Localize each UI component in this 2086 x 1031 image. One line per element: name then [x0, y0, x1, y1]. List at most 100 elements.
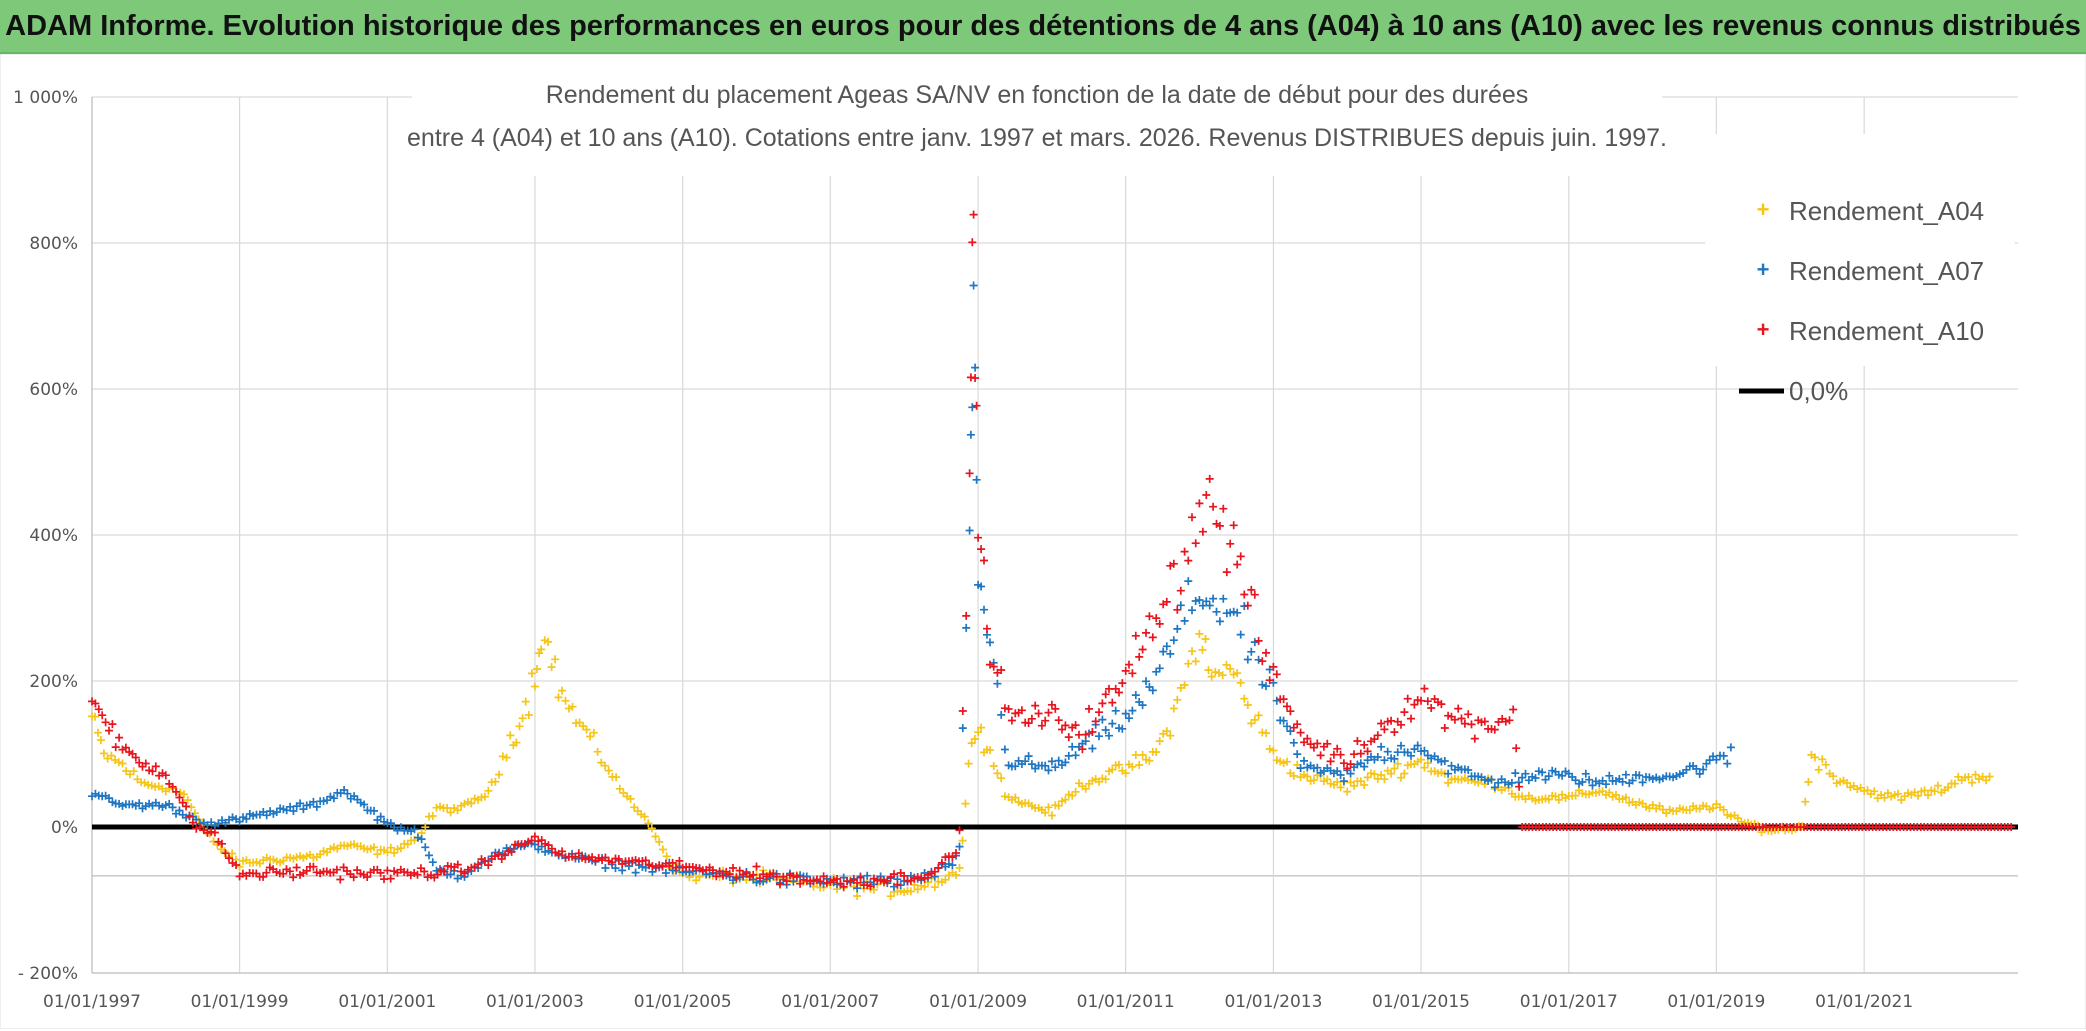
data-point: [948, 853, 957, 862]
data-point: [967, 739, 976, 748]
data-point: [1064, 733, 1073, 742]
data-point: [1205, 474, 1214, 483]
data-point: [1621, 793, 1630, 802]
data-point: [604, 766, 613, 775]
data-point: [1191, 657, 1200, 666]
data-point: [1269, 746, 1278, 755]
data-point: [242, 814, 251, 823]
data-point: [1145, 756, 1154, 765]
data-point: [1360, 781, 1369, 789]
data-point: [296, 799, 305, 808]
data-point: [1950, 779, 1959, 788]
data-point: [1283, 757, 1291, 766]
data-point: [484, 861, 493, 870]
data-point: [1265, 676, 1274, 685]
data-point: [1071, 751, 1080, 760]
data-point: [948, 861, 957, 870]
data-point: [1821, 760, 1830, 769]
data-point: [955, 842, 964, 851]
data-point: [537, 645, 546, 654]
data-point: [1118, 724, 1127, 733]
data-point: [1343, 764, 1352, 773]
data-point: [965, 526, 974, 535]
data-point: [1061, 758, 1070, 767]
data-point: [262, 868, 271, 877]
data-point: [1131, 631, 1140, 640]
data-point: [1283, 702, 1291, 711]
data-point: [866, 882, 875, 891]
data-point: [582, 725, 591, 734]
data-point: [1142, 677, 1150, 686]
data-point: [1505, 716, 1514, 725]
data-point: [1470, 734, 1479, 743]
data-point: [1195, 629, 1204, 638]
data-point: [1108, 698, 1117, 707]
data-point: [1343, 787, 1352, 796]
data-point: [530, 682, 539, 691]
data-point: [980, 556, 988, 565]
data-point: [1544, 772, 1553, 781]
data-point: [1159, 647, 1168, 656]
data-point: [1353, 737, 1362, 745]
data-point: [930, 883, 939, 892]
data-point: [958, 707, 967, 715]
data-point: [974, 728, 983, 737]
data-point: [1152, 614, 1161, 623]
data-point: [893, 880, 902, 889]
data-point: [986, 638, 994, 647]
data-point: [1726, 812, 1735, 821]
data-point: [376, 812, 385, 821]
data-point: [1303, 734, 1312, 743]
data-point: [1131, 751, 1140, 759]
data-point: [1111, 706, 1120, 715]
data-point: [1843, 779, 1851, 787]
data-point: [1417, 755, 1425, 764]
legend-item-zero: 0,0%: [1739, 376, 1848, 406]
data-point: [417, 835, 426, 844]
data-point: [980, 605, 988, 614]
data-point: [521, 697, 530, 706]
data-point: [1272, 670, 1281, 679]
data-point: [129, 767, 138, 776]
series-rendement-a10: [88, 210, 2016, 891]
y-tick-label: 800%: [29, 234, 78, 254]
data-point: [1148, 633, 1157, 642]
data-point: [1313, 763, 1322, 772]
data-point: [309, 862, 318, 871]
data-point: [446, 808, 455, 817]
data-point: [1692, 764, 1701, 773]
data-point: [614, 855, 623, 863]
data-point: [1350, 781, 1358, 790]
data-point: [183, 796, 192, 805]
data-point: [839, 882, 848, 891]
data-point: [993, 679, 1002, 688]
data-point: [1346, 769, 1355, 778]
data-point: [1380, 725, 1389, 734]
data-point: [968, 238, 977, 247]
data-point: [611, 864, 620, 873]
data-point: [453, 806, 462, 815]
data-point: [1184, 577, 1193, 586]
data-point: [782, 877, 791, 886]
data-point: [1350, 750, 1358, 759]
data-point: [349, 873, 358, 882]
data-point: [1101, 690, 1110, 699]
data-point: [1329, 750, 1338, 759]
data-point: [1397, 773, 1405, 782]
data-point: [1323, 775, 1332, 784]
data-point: [494, 850, 503, 859]
data-point: [675, 856, 684, 865]
data-point: [1044, 803, 1053, 812]
data-point: [1407, 714, 1415, 723]
data-point: [977, 545, 986, 554]
x-tick-label: 01/01/2011: [1077, 992, 1175, 1012]
data-point: [1507, 778, 1516, 787]
data-point: [1034, 709, 1043, 718]
data-point: [1173, 624, 1182, 633]
yield-scatter-chart: - 200% 0% 200% 400% 600% 800% 1 000% 01/01/1997…: [0, 54, 2086, 1029]
data-point: [1128, 669, 1137, 678]
data-point: [1047, 700, 1056, 709]
data-point: [968, 403, 977, 412]
data-point: [182, 802, 191, 811]
data-point: [332, 865, 341, 874]
